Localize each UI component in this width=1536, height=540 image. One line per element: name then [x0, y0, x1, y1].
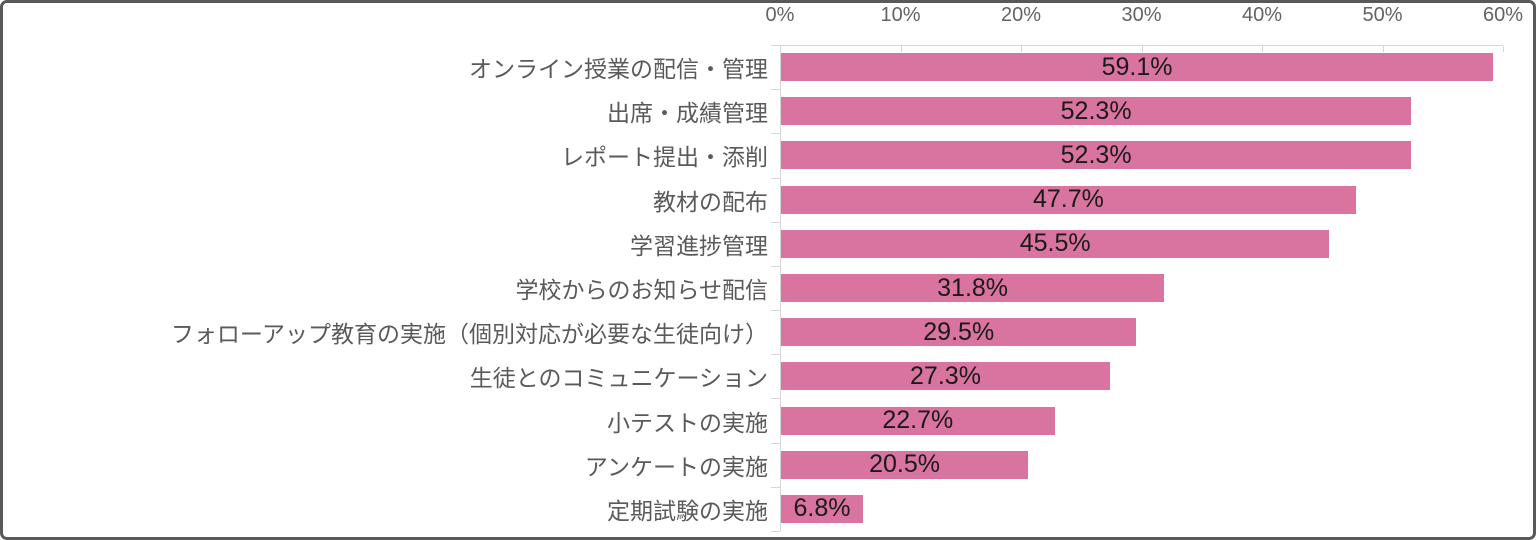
category-label: 学習進捗管理	[630, 232, 768, 259]
bar-value-label: 6.8%	[793, 494, 851, 523]
x-axis-tick-label: 40%	[1241, 4, 1283, 26]
bar: 6.8%	[781, 494, 863, 523]
y-axis-tick	[771, 354, 780, 356]
y-axis-tick	[771, 45, 780, 46]
bar-value-label: 22.7%	[882, 406, 954, 435]
bar: 52.3%	[781, 140, 1412, 170]
y-axis-line	[780, 45, 781, 531]
bar: 52.3%	[781, 96, 1412, 126]
bar-value-label: 29.5%	[923, 317, 995, 346]
bar-value-label: 27.3%	[910, 361, 981, 390]
bar-value-label: 52.3%	[1060, 96, 1132, 125]
y-axis-tick	[771, 486, 780, 488]
bar: 45.5%	[781, 229, 1330, 258]
category-label: フォローアップ教育の実施（個別対応が必要な生徒向け）	[170, 321, 768, 348]
category-label: レポート提出・添削	[561, 144, 768, 171]
category-label: 教材の配布	[653, 188, 768, 215]
category-label: アンケートの実施	[584, 453, 768, 480]
bar-value-label: 20.5%	[869, 450, 940, 479]
x-axis-line	[780, 45, 1503, 46]
category-label: 定期試験の実施	[607, 497, 768, 524]
x-axis-tick	[1382, 46, 1384, 52]
bar: 27.3%	[781, 361, 1110, 391]
bar: 31.8%	[781, 273, 1165, 302]
x-axis-tick-label: 10%	[880, 4, 921, 26]
y-axis-tick	[771, 265, 780, 267]
bar: 22.7%	[781, 406, 1055, 435]
y-axis-tick	[771, 89, 780, 91]
category-label: 出席・成績管理	[607, 100, 768, 127]
x-axis-tick	[900, 46, 902, 52]
bar: 29.5%	[781, 317, 1137, 347]
y-axis-tick	[771, 531, 780, 532]
y-axis-tick	[771, 221, 780, 223]
bar-value-label: 52.3%	[1060, 140, 1132, 169]
bar-value-label: 47.7%	[1032, 185, 1104, 214]
x-axis-tick-label: 60%	[1482, 4, 1524, 26]
y-axis-tick	[771, 310, 780, 312]
y-axis-tick	[771, 442, 780, 444]
bar-value-label: 59.1%	[1101, 52, 1173, 81]
x-axis-tick	[780, 46, 781, 52]
y-axis-tick	[771, 177, 780, 179]
y-axis-tick	[771, 133, 780, 135]
x-axis-tick-label: 20%	[1000, 4, 1042, 26]
category-label: オンライン授業の配信・管理	[469, 56, 768, 83]
bar: 59.1%	[781, 52, 1494, 82]
x-axis-tick	[1262, 46, 1263, 52]
category-label: 小テストの実施	[607, 409, 768, 436]
y-axis-tick	[771, 398, 780, 400]
category-label: 生徒とのコミュニケーション	[469, 365, 768, 392]
bar: 20.5%	[781, 450, 1029, 479]
bar: 47.7%	[781, 185, 1356, 214]
x-axis-tick-label: 0%	[765, 4, 795, 26]
x-axis-tick-label: 30%	[1121, 4, 1162, 26]
x-axis-tick	[1021, 46, 1022, 52]
x-axis-tick	[1503, 46, 1504, 52]
bar-value-label: 45.5%	[1019, 229, 1091, 258]
category-label: 学校からのお知らせ配信	[515, 276, 768, 303]
bar-value-label: 31.8%	[937, 273, 1009, 302]
x-axis-tick	[1141, 46, 1143, 52]
x-axis-tick-label: 50%	[1362, 4, 1403, 26]
